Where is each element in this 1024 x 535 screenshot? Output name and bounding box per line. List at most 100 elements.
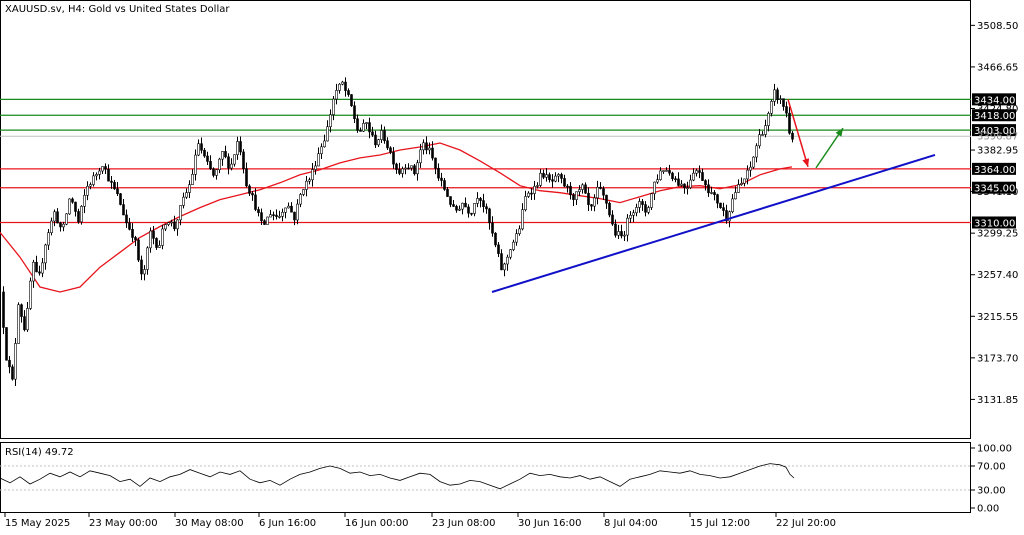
candle bbox=[461, 202, 464, 215]
candle bbox=[35, 255, 38, 273]
candle-body bbox=[650, 193, 653, 208]
time-tick-label: 15 Jul 12:00 bbox=[690, 518, 750, 529]
candle bbox=[560, 172, 563, 184]
candle-body bbox=[254, 194, 257, 210]
candle bbox=[785, 101, 788, 118]
candle bbox=[296, 199, 299, 225]
candle-body bbox=[431, 147, 434, 159]
candle bbox=[614, 219, 617, 238]
candle bbox=[452, 200, 455, 207]
candle bbox=[587, 187, 590, 212]
candle bbox=[467, 204, 470, 218]
candle bbox=[284, 207, 287, 219]
candle-body bbox=[455, 206, 458, 211]
candle bbox=[497, 242, 500, 257]
candle bbox=[83, 189, 86, 214]
candle-body bbox=[422, 142, 425, 151]
candle-body bbox=[770, 101, 773, 114]
candle-body bbox=[5, 327, 8, 361]
candle bbox=[473, 203, 476, 217]
candle-body bbox=[596, 186, 599, 199]
price-tick-label: 3215.55 bbox=[977, 312, 1018, 323]
candle bbox=[134, 235, 137, 247]
candle bbox=[725, 204, 728, 224]
candle-body bbox=[632, 212, 635, 216]
candle-body bbox=[419, 149, 422, 164]
candle bbox=[86, 181, 89, 201]
candle bbox=[536, 182, 539, 189]
candle bbox=[782, 98, 785, 111]
price-tick-label: 3508.50 bbox=[977, 21, 1018, 32]
candle bbox=[377, 138, 380, 147]
candle-body bbox=[716, 194, 719, 204]
candle-body bbox=[218, 158, 221, 171]
candle bbox=[680, 180, 683, 187]
candle-body bbox=[149, 230, 152, 249]
candle bbox=[182, 192, 185, 209]
candle-body bbox=[368, 122, 371, 133]
candle bbox=[266, 216, 269, 225]
candle bbox=[704, 179, 707, 191]
candle bbox=[476, 192, 479, 208]
candle-body bbox=[389, 147, 392, 153]
candle bbox=[779, 95, 782, 105]
candle-body bbox=[653, 181, 656, 195]
candle bbox=[389, 146, 392, 155]
candle bbox=[152, 226, 155, 245]
candle bbox=[176, 219, 179, 236]
candle-body bbox=[611, 214, 614, 225]
candle bbox=[215, 169, 218, 180]
time-tick-label: 23 May 00:00 bbox=[89, 518, 158, 529]
candle bbox=[494, 232, 497, 248]
candle bbox=[305, 175, 308, 197]
candle-body bbox=[569, 185, 572, 196]
candle-body bbox=[236, 141, 239, 156]
candle bbox=[413, 163, 416, 176]
candle bbox=[485, 203, 488, 214]
candle bbox=[38, 265, 41, 276]
candle bbox=[455, 204, 458, 213]
candle bbox=[137, 237, 140, 263]
candle bbox=[626, 214, 629, 242]
candle-body bbox=[221, 151, 224, 160]
candle bbox=[434, 157, 437, 175]
candle bbox=[533, 181, 536, 200]
candle bbox=[224, 145, 227, 159]
candle-body bbox=[416, 162, 419, 175]
candle-body bbox=[395, 163, 398, 170]
candle-body bbox=[2, 291, 5, 328]
price-tick-label: 3131.85 bbox=[977, 395, 1018, 406]
candle bbox=[446, 186, 449, 198]
candle-body bbox=[533, 186, 536, 194]
candle-body bbox=[443, 180, 446, 190]
candle-body bbox=[314, 165, 317, 170]
candle-body bbox=[401, 168, 404, 174]
candle-body bbox=[737, 184, 740, 193]
support-level-label-box bbox=[972, 162, 1016, 175]
candle-body bbox=[782, 98, 785, 107]
candle bbox=[71, 197, 74, 204]
candle bbox=[299, 193, 302, 208]
candle bbox=[77, 208, 80, 224]
candle-body bbox=[425, 142, 428, 151]
candle bbox=[698, 165, 701, 179]
candle bbox=[74, 201, 77, 217]
candle bbox=[659, 167, 662, 181]
candle bbox=[140, 255, 143, 281]
candle bbox=[353, 101, 356, 124]
candle bbox=[311, 163, 314, 187]
candle-body bbox=[599, 186, 602, 189]
trendline-layer bbox=[491, 153, 936, 293]
candle-body bbox=[488, 208, 491, 224]
moving-average-line bbox=[0, 142, 793, 293]
candle-body bbox=[209, 161, 212, 170]
candle-body bbox=[755, 145, 758, 158]
price-tick-label: 3257.40 bbox=[977, 270, 1018, 281]
candle-body bbox=[137, 239, 140, 261]
candle bbox=[743, 178, 746, 187]
price-tick-label: 3299.25 bbox=[977, 229, 1018, 240]
candle bbox=[230, 158, 233, 171]
candle-body bbox=[188, 184, 191, 193]
candle-body bbox=[50, 220, 53, 234]
candle bbox=[395, 162, 398, 174]
